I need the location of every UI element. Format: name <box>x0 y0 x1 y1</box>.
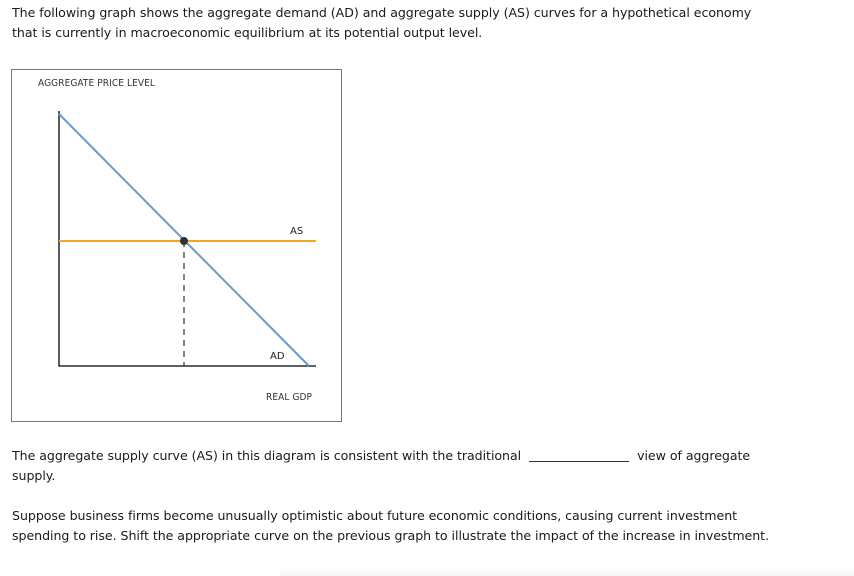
graph-panel[interactable]: AGGREGATE PRICE LEVEL AS AD REAL GDP <box>11 69 342 422</box>
ad-label: AD <box>270 351 285 362</box>
as-label: AS <box>290 226 303 237</box>
intro-paragraph: The following graph shows the aggregate … <box>12 5 752 40</box>
x-axis-label: REAL GDP <box>266 392 313 403</box>
question-2: Suppose business firms become unusually … <box>12 508 770 543</box>
bottom-fade <box>280 566 854 576</box>
answer-blank-dropdown[interactable] <box>529 447 630 462</box>
question-1-before: The aggregate supply curve (AS) in this … <box>12 448 522 463</box>
y-axis-label: AGGREGATE PRICE LEVEL <box>38 78 155 89</box>
question-1: The aggregate supply curve (AS) in this … <box>12 445 772 486</box>
ad-as-graph[interactable]: AGGREGATE PRICE LEVEL AS AD REAL GDP <box>12 70 343 423</box>
equilibrium-point[interactable] <box>180 237 188 245</box>
question-1-after: view of aggregate supply. <box>12 448 751 483</box>
